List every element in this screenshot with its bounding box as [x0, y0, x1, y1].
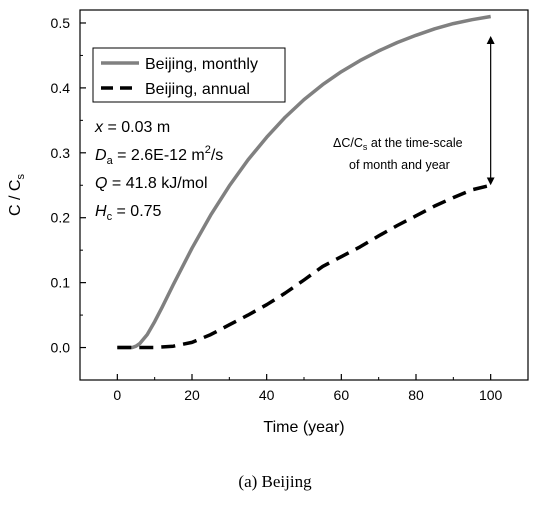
y-axis-ticks: 0.0 0.1 0.2 0.3 0.4 0.5 — [51, 15, 86, 356]
y-tick-label: 0.4 — [51, 80, 71, 96]
figure-caption: (a) Beijing — [238, 472, 312, 491]
parameter-line: Hc = 0.75 — [95, 203, 162, 223]
annotation-line-1-pre: ΔC/C — [333, 136, 363, 150]
parameter-symbol: x — [94, 119, 104, 136]
parameter-value: = 0.75 — [112, 203, 161, 220]
annotation-line-1-sub: s — [363, 142, 368, 152]
y-axis-label: C / Cs — [7, 174, 27, 216]
chart: 0 20 40 60 80 100 0.0 0.1 0.2 0.3 0.4 0.5 Time (ye… — [7, 9, 529, 436]
annotation-line-1-post: at the time-scale — [367, 136, 462, 150]
parameter-tail: /s — [211, 147, 223, 164]
plot-lines — [117, 14, 492, 350]
x-tick-label: 20 — [184, 387, 200, 403]
parameter-subscript: a — [107, 155, 114, 167]
x-tick-label: 80 — [408, 387, 424, 403]
y-tick-label: 0.5 — [51, 15, 71, 31]
parameter-line: x = 0.03 m — [94, 119, 170, 136]
x-tick-label: 100 — [479, 387, 503, 403]
x-axis-ticks: 0 20 40 60 80 100 — [113, 374, 503, 403]
legend-box — [92, 47, 286, 103]
y-tick-label: 0.3 — [51, 145, 71, 161]
annotation: ΔC/Cs at the time-scale of month and yea… — [333, 35, 495, 186]
annotation-line-2: of month and year — [349, 158, 450, 172]
parameter-value: = 2.6E-12 m — [113, 147, 205, 164]
parameter-symbol: H — [95, 203, 107, 220]
legend: Beijing, monthly Beijing, annual — [92, 47, 286, 103]
y-tick-label: 0.0 — [51, 340, 71, 356]
y-tick-label: 0.2 — [51, 210, 71, 226]
annotation-line-1: ΔC/Cs at the time-scale — [333, 136, 463, 152]
x-tick-label: 60 — [334, 387, 350, 403]
x-axis-label: Time (year) — [263, 419, 344, 436]
parameters-block: x = 0.03 mDa = 2.6E-12 m2/sQ = 41.8 kJ/m… — [94, 119, 223, 223]
parameter-subscript: c — [107, 211, 113, 223]
series-line-1 — [117, 183, 492, 350]
series-line-0 — [117, 14, 491, 350]
y-axis-label-sub: s — [15, 174, 27, 180]
parameter-value: = 41.8 kJ/mol — [107, 175, 207, 192]
parameter-symbol: Q — [95, 175, 107, 192]
y-tick-label: 0.1 — [51, 275, 71, 291]
parameter-symbol: D — [95, 147, 107, 164]
legend-label-monthly: Beijing, monthly — [145, 56, 258, 73]
y-axis-label-main: C / C — [7, 180, 24, 216]
parameter-value: = 0.03 m — [103, 119, 170, 136]
x-tick-label: 40 — [259, 387, 275, 403]
legend-label-annual: Beijing, annual — [145, 81, 250, 98]
x-tick-label: 0 — [113, 387, 121, 403]
parameter-line: Da = 2.6E-12 m2/s — [95, 144, 223, 167]
parameter-superscript: 2 — [205, 144, 211, 156]
parameter-line: Q = 41.8 kJ/mol — [95, 175, 208, 192]
